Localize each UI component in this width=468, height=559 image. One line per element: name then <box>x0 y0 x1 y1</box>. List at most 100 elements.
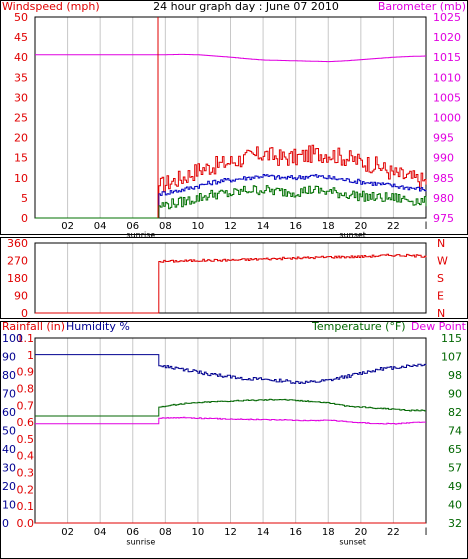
temperature-y-tick: 115 <box>441 332 462 345</box>
humidity-y-tick: 20 <box>2 480 16 493</box>
windspeed-y-tick: 10 <box>14 172 28 185</box>
barometer-y-tick: 1010 <box>433 71 461 84</box>
x-tick-label: 14 <box>257 221 270 232</box>
compass-letter: W <box>437 255 448 268</box>
humidity-y-tick: 10 <box>2 499 16 512</box>
x-tick-label: 10 <box>192 527 205 538</box>
x-tick-label: 04 <box>94 221 107 232</box>
humidity-y-tick: 70 <box>2 388 16 401</box>
x-tick-label: l <box>425 221 428 232</box>
sunset-label: sunset <box>339 231 366 240</box>
x-tick-label: 02 <box>61 221 74 232</box>
x-tick-label: 12 <box>224 527 237 538</box>
humidity-y-tick: 80 <box>2 369 16 382</box>
humidity-y-tick: 0 <box>2 517 9 530</box>
windspeed-y-tick: 15 <box>14 152 28 165</box>
temperature-y-tick: 49 <box>448 480 462 493</box>
temperature-y-tick: 82 <box>448 406 462 419</box>
direction-y-tick: 270 <box>7 255 28 268</box>
temperature-y-tick: 90 <box>448 388 462 401</box>
temperature-y-tick: 65 <box>448 443 462 456</box>
series-dewpoint <box>35 416 426 425</box>
barometer-y-tick: 1005 <box>433 91 461 104</box>
temperature-y-tick: 57 <box>448 462 462 475</box>
series-low <box>35 185 427 219</box>
direction-y-tick: 180 <box>7 272 28 285</box>
rain-y-tick: 1.1 <box>17 332 35 345</box>
barometer-y-tick: 1000 <box>433 112 461 125</box>
x-tick-label: 20 <box>354 221 367 232</box>
direction-y-tick: 90 <box>14 290 28 303</box>
x-tick-label: 10 <box>192 221 205 232</box>
x-tick-label: 04 <box>94 527 107 538</box>
barometer-y-tick: 980 <box>433 192 454 205</box>
windspeed-y-tick: 35 <box>14 71 28 84</box>
sunset-label: sunset <box>339 538 366 547</box>
x-tick-label: 18 <box>322 221 335 232</box>
compass-letter: N <box>437 307 445 320</box>
barometer-y-tick: 985 <box>433 172 454 185</box>
dewpoint-axis-label: Dew Point <box>411 320 467 333</box>
rain-y-tick: 0.0 <box>17 517 35 530</box>
windspeed-y-tick: 40 <box>14 51 28 64</box>
x-tick-label: 16 <box>289 527 302 538</box>
x-tick-label: 16 <box>289 221 302 232</box>
sunrise-label: sunrise <box>126 538 155 547</box>
x-tick-label: 12 <box>224 221 237 232</box>
barometer-y-tick: 975 <box>433 212 454 225</box>
x-tick-label: 06 <box>126 527 139 538</box>
series-direction <box>35 253 427 314</box>
rain-y-tick: 0.8 <box>17 382 35 395</box>
rain-y-tick: 0.4 <box>17 450 35 463</box>
direction-y-tick: 360 <box>7 237 28 250</box>
humidity-y-tick: 90 <box>2 351 16 364</box>
windspeed-y-tick: 25 <box>14 112 28 125</box>
barometer-y-tick: 1020 <box>433 31 461 44</box>
rain-y-tick: 1 <box>27 349 34 362</box>
x-tick-label: 06 <box>126 221 139 232</box>
x-tick-label: 08 <box>159 527 172 538</box>
windspeed-y-tick: 50 <box>14 11 28 24</box>
temperature-y-tick: 74 <box>448 425 462 438</box>
rain-y-tick: 0.6 <box>17 416 35 429</box>
compass-letter: S <box>437 272 444 285</box>
x-tick-label: 08 <box>159 221 172 232</box>
humidity-y-tick: 100 <box>2 332 23 345</box>
barometer-y-tick: 990 <box>433 152 454 165</box>
x-tick-label: 02 <box>61 527 74 538</box>
barometer-axis-label: Barometer (mb) <box>378 0 466 13</box>
humidity-y-tick: 60 <box>2 406 16 419</box>
barometer-y-tick: 1025 <box>433 11 461 24</box>
x-tick-label: 18 <box>322 527 335 538</box>
windspeed-y-tick: 20 <box>14 132 28 145</box>
x-tick-label: 22 <box>387 221 400 232</box>
temperature-axis-label: Temperature (°F) <box>311 320 406 333</box>
rain-y-tick: 0.5 <box>17 433 35 446</box>
sunrise-label: sunrise <box>126 231 155 240</box>
direction-y-tick: 0 <box>21 307 28 320</box>
humidity-y-tick: 50 <box>2 425 16 438</box>
humidity-y-tick: 40 <box>2 443 16 456</box>
windspeed-y-tick: 5 <box>21 192 28 205</box>
rainfall-axis-label: Rainfall (in) <box>2 320 65 333</box>
temperature-y-tick: 107 <box>441 351 462 364</box>
series-barometer <box>35 53 426 63</box>
series-layer <box>35 17 427 524</box>
windspeed-y-tick: 45 <box>14 31 28 44</box>
windspeed-y-tick: 0 <box>21 212 28 225</box>
windspeed-axis-label: Windspeed (mph) <box>2 0 100 13</box>
rain-y-tick: 0.7 <box>17 399 35 412</box>
plot-frame-mid <box>34 242 427 314</box>
rain-y-tick: 0.3 <box>17 467 35 480</box>
rain-y-tick: 0.2 <box>17 483 35 496</box>
barometer-y-tick: 995 <box>433 132 454 145</box>
x-tick-label: 20 <box>354 527 367 538</box>
x-tick-label: 14 <box>257 527 270 538</box>
x-tick-label: l <box>425 527 428 538</box>
windspeed-y-tick: 30 <box>14 91 28 104</box>
rain-y-tick: 0.9 <box>17 366 35 379</box>
temperature-y-tick: 32 <box>448 517 462 530</box>
